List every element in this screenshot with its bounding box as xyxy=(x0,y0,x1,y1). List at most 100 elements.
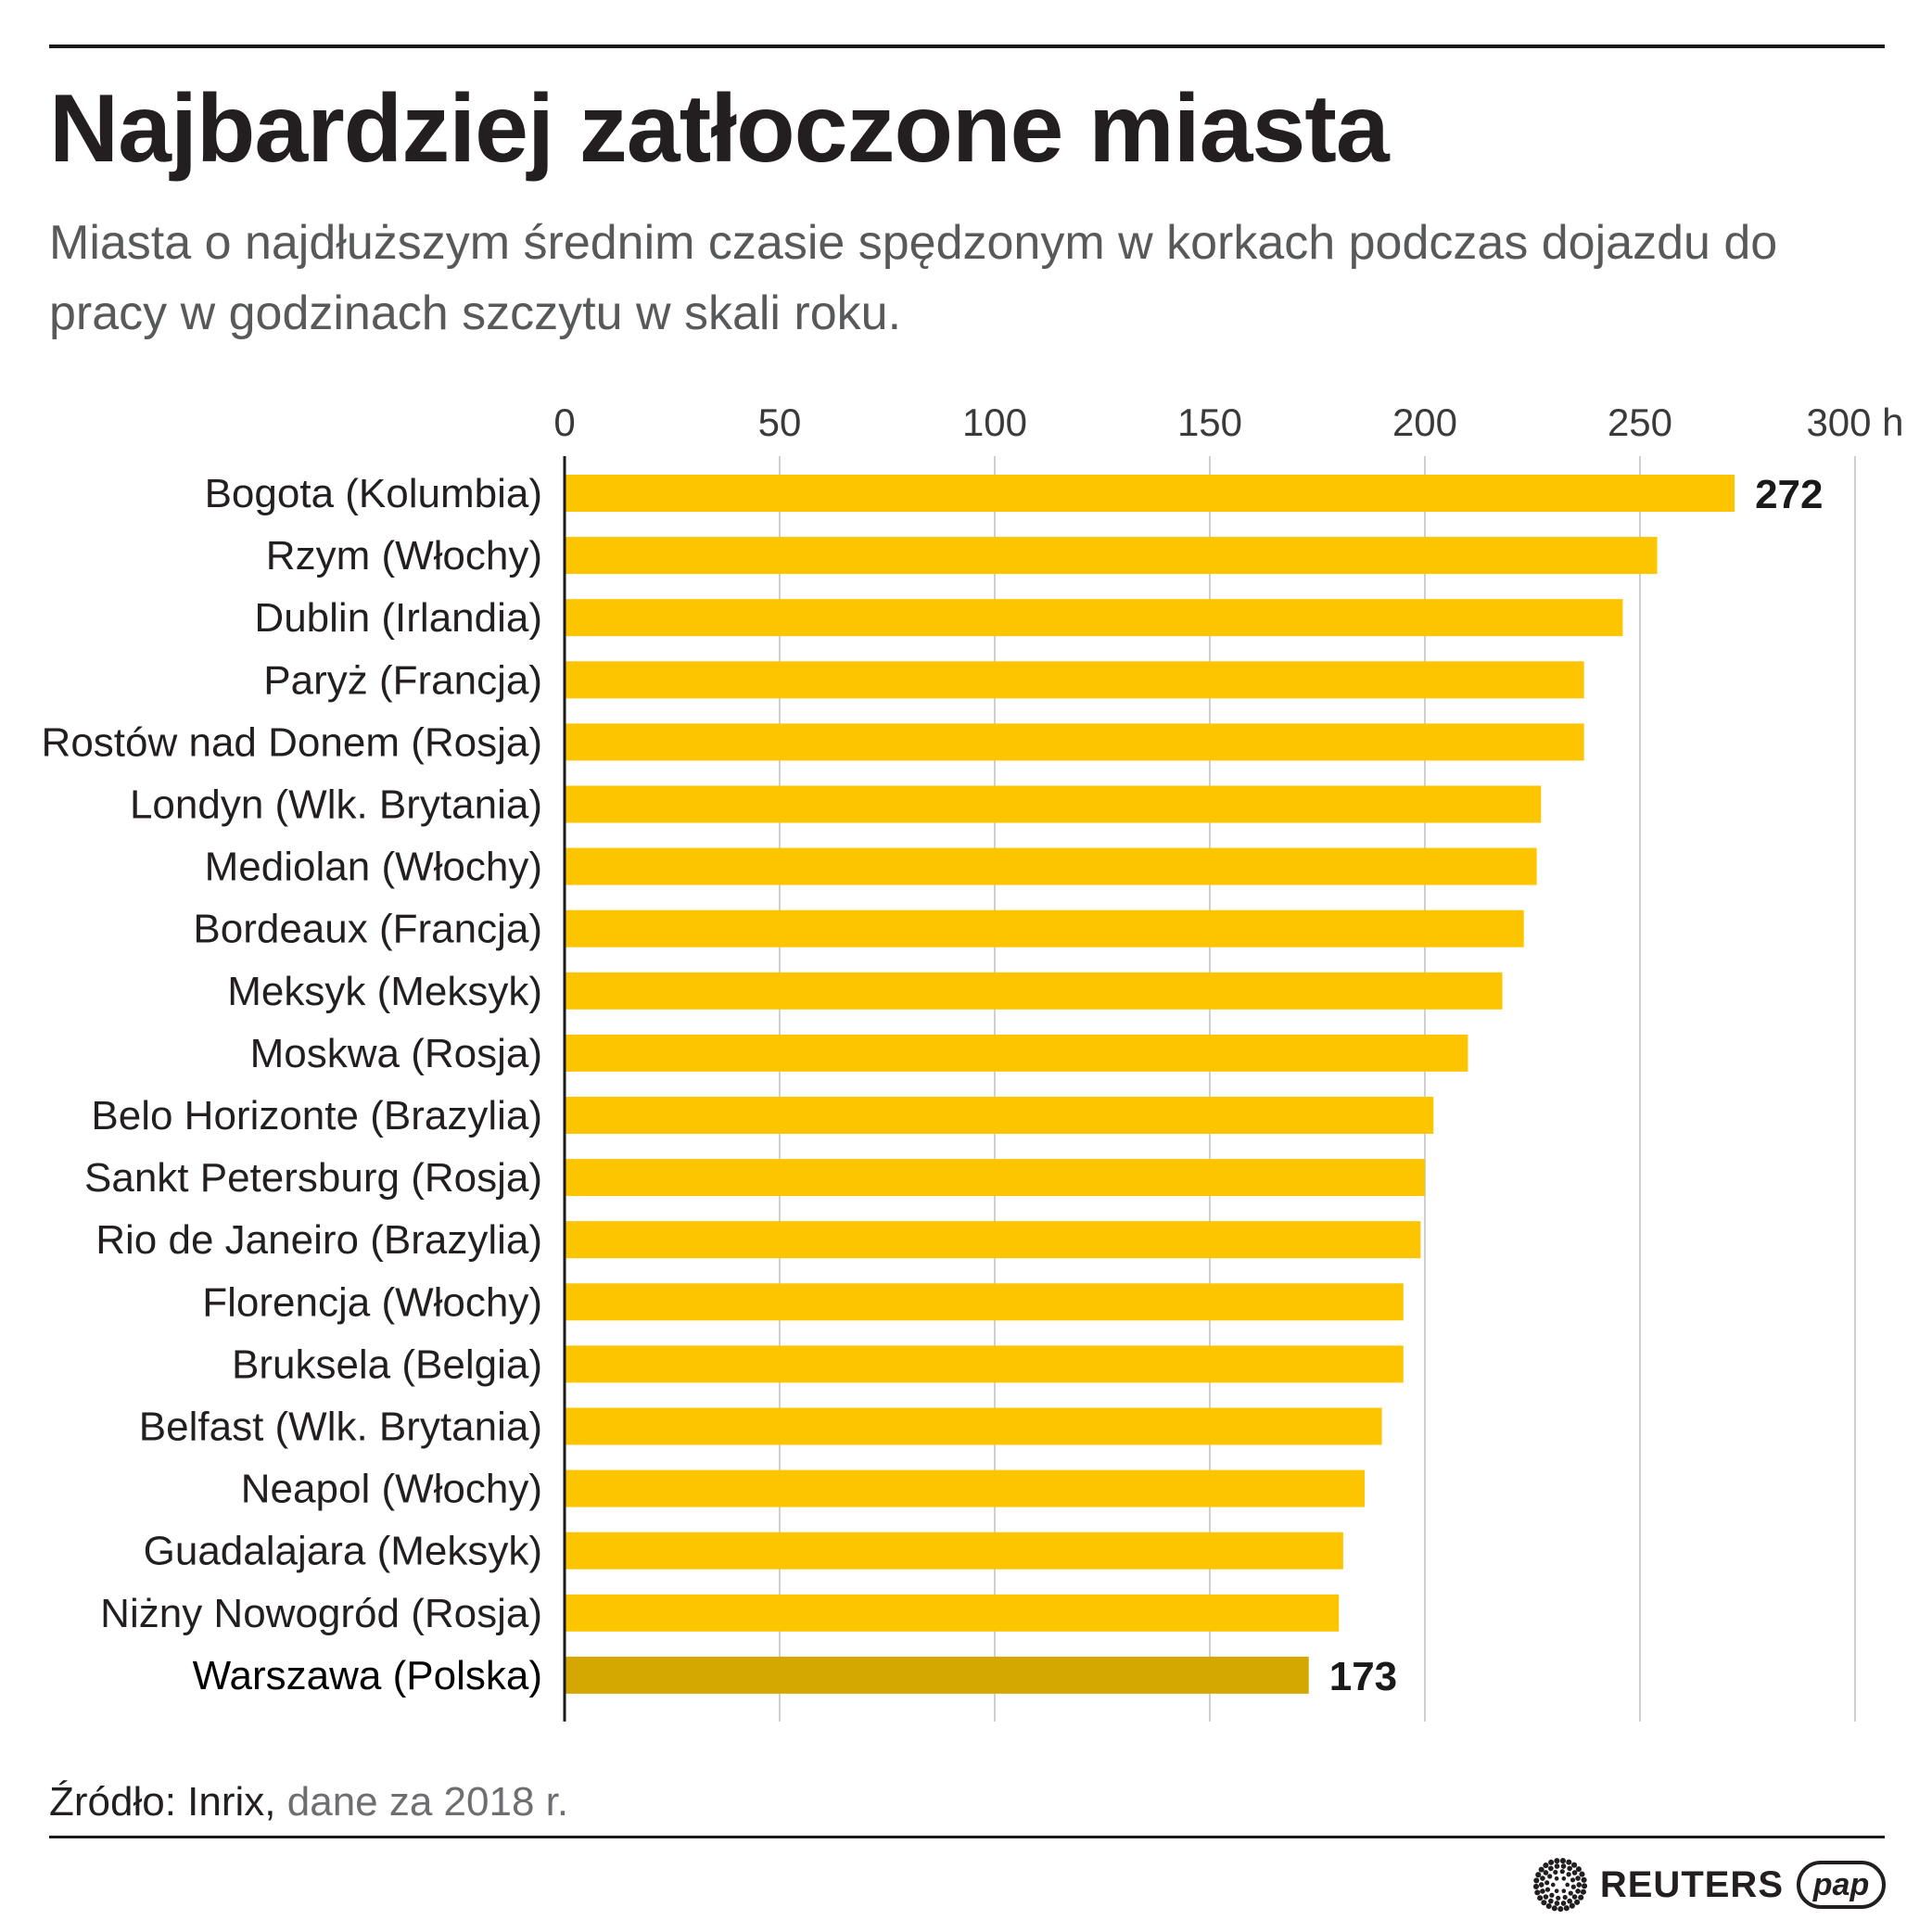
category-label: Londyn (Wlk. Brytania) xyxy=(130,782,542,828)
bar xyxy=(565,972,1503,1010)
bar-chart: 0 50 100 150 200 250 300 h Bogota (Kolumbia) 272… xyxy=(42,401,1904,1722)
bar xyxy=(565,1345,1404,1383)
reuters-logo-dot xyxy=(1567,1865,1572,1872)
reuters-logo-dot xyxy=(1561,1875,1567,1881)
bar xyxy=(565,537,1658,575)
category-label: Belo Horizonte (Brazylia) xyxy=(91,1093,542,1138)
reuters-logo-dot xyxy=(1565,1882,1570,1888)
category-label: Warszawa (Polska) xyxy=(193,1653,542,1698)
reuters-logo-dot xyxy=(1538,1866,1544,1873)
bar xyxy=(565,599,1623,637)
reuters-logo-dot xyxy=(1570,1862,1577,1868)
reuters-logo-dot xyxy=(1547,1865,1554,1872)
reuters-logo-dot xyxy=(1566,1859,1572,1865)
category-label: Meksyk (Meksyk) xyxy=(227,969,542,1014)
x-tick-label: 150 xyxy=(1177,401,1242,444)
reuters-logo-dot xyxy=(1581,1876,1587,1883)
pap-logo-icon: pap xyxy=(1797,1861,1886,1909)
reuters-logo-dot xyxy=(1555,1895,1561,1901)
reuters-logo-dot xyxy=(1557,1906,1564,1912)
reuters-logo-dot xyxy=(1581,1883,1587,1889)
reuters-logo-dot xyxy=(1570,1877,1576,1883)
bar xyxy=(565,909,1524,947)
reuters-logo-dot xyxy=(1554,1888,1559,1894)
bar xyxy=(565,1034,1468,1072)
reuters-logo-dot xyxy=(1547,1898,1554,1904)
category-label: Bordeaux (Francja) xyxy=(193,907,542,952)
reuters-logo-dot xyxy=(1554,1858,1560,1864)
reuters-logo-dot xyxy=(1570,1884,1576,1889)
bar xyxy=(565,661,1584,699)
source-label: Źródło: Inrix, xyxy=(49,1779,276,1825)
reuters-logo-dot xyxy=(1547,1859,1554,1865)
reuters-logo-dot xyxy=(1543,1870,1549,1875)
category-label: Florencja (Włochy) xyxy=(202,1279,542,1325)
reuters-logo-dot xyxy=(1568,1890,1573,1896)
x-tick-label: 50 xyxy=(758,401,802,444)
reuters-logo-dot xyxy=(1559,1858,1566,1864)
reuters-logo-dot xyxy=(1575,1875,1581,1881)
reuters-logo-dot xyxy=(1538,1882,1544,1888)
x-tick-label: 100 xyxy=(962,401,1027,444)
bar xyxy=(565,1469,1366,1507)
reuters-logo-dot xyxy=(1539,1888,1545,1894)
reuters-logo-dot xyxy=(1580,1888,1586,1895)
reuters-logo-dot xyxy=(1550,1882,1556,1888)
reuters-logo-dot xyxy=(1579,1871,1585,1877)
category-label: Bogota (Kolumbia) xyxy=(205,471,542,516)
bar xyxy=(565,847,1537,885)
reuters-wordmark: REUTERS xyxy=(1599,1863,1784,1905)
category-label: Dublin (Irlandia) xyxy=(254,595,542,641)
reuters-logo-dot xyxy=(1563,1905,1570,1912)
source-year-note: dane za 2018 r. xyxy=(286,1779,569,1825)
bar xyxy=(565,785,1542,823)
reuters-logo-dot xyxy=(1544,1887,1550,1892)
reuters-logo-dot xyxy=(1551,1905,1557,1912)
bar xyxy=(565,475,1735,512)
bar xyxy=(565,1221,1421,1259)
category-label: Neapol (Włochy) xyxy=(241,1467,542,1512)
reuters-logo-dot xyxy=(1554,1901,1560,1906)
reuters-logo-dot xyxy=(1573,1899,1581,1905)
reuters-logo-dot xyxy=(1534,1889,1541,1896)
reuters-logo-dot xyxy=(1571,1894,1578,1900)
reuters-logo-icon xyxy=(1532,1858,1587,1912)
chart-title: Najbardziej zatłoczone miasta xyxy=(49,75,1390,183)
top-rule xyxy=(49,45,1885,48)
bar xyxy=(565,1532,1343,1570)
reuters-logo-dot xyxy=(1541,1900,1547,1906)
category-label: Mediolan (Włochy) xyxy=(205,845,542,890)
reuters-logo-dot xyxy=(1543,1894,1549,1900)
reuters-logo-dot xyxy=(1576,1882,1582,1888)
x-tick-label: 250 xyxy=(1608,401,1672,444)
reuters-logo-dot xyxy=(1553,1869,1558,1875)
chart-subtitle: Miasta o najdłuższym średnim czasie spęd… xyxy=(49,216,1778,340)
reuters-logo-dot xyxy=(1554,1863,1560,1869)
category-label: Sankt Petersburg (Rosja) xyxy=(84,1155,542,1201)
reuters-logo-dot xyxy=(1575,1866,1582,1873)
reuters-logo-dot xyxy=(1543,1863,1549,1869)
bottom-rule xyxy=(49,1836,1885,1838)
category-label: Guadalajara (Meksyk) xyxy=(144,1529,542,1574)
category-label: Belfast (Wlk. Brytania) xyxy=(139,1405,542,1450)
reuters-logo-dot xyxy=(1539,1875,1545,1881)
reuters-logo-dot xyxy=(1549,1892,1555,1898)
category-label: Paryż (Francja) xyxy=(263,657,542,703)
reuters-logo-dot xyxy=(1569,1902,1575,1909)
reuters-logo-dot xyxy=(1533,1877,1540,1884)
pap-wordmark: pap xyxy=(1812,1867,1869,1902)
bar xyxy=(565,1159,1425,1197)
reuters-logo-dot xyxy=(1578,1894,1584,1901)
category-label: Niżny Nowogród (Rosja) xyxy=(100,1591,542,1636)
reuters-logo-dot xyxy=(1561,1888,1567,1894)
bar-highlighted xyxy=(565,1656,1309,1694)
source-note: Źródło: Inrix, dane za 2018 r. xyxy=(49,1779,569,1825)
reuters-logo-dot xyxy=(1562,1894,1568,1901)
publisher-logos: REUTERS pap xyxy=(1532,1856,1886,1914)
reuters-logo-dot xyxy=(1554,1875,1559,1881)
reuters-logo-dot xyxy=(1559,1869,1565,1875)
x-tick-label: 0 xyxy=(553,401,575,444)
reuters-logo-dot xyxy=(1544,1880,1550,1886)
reuters-logo-dot xyxy=(1560,1901,1567,1906)
category-label: Rio de Janeiro (Brazylia) xyxy=(95,1217,542,1263)
